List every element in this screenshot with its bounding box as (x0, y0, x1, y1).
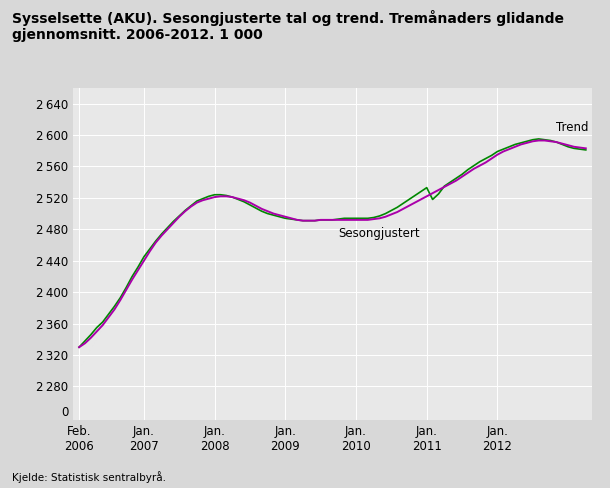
Text: Kjelde: Statistisk sentralbyrå.: Kjelde: Statistisk sentralbyrå. (12, 471, 166, 483)
Text: Sesongjustert: Sesongjustert (339, 227, 420, 240)
Text: Trend: Trend (556, 121, 589, 134)
Text: Sysselsette (AKU). Sesongjusterte tal og trend. Tremånaders glidande
gjennomsnit: Sysselsette (AKU). Sesongjusterte tal og… (12, 10, 564, 42)
